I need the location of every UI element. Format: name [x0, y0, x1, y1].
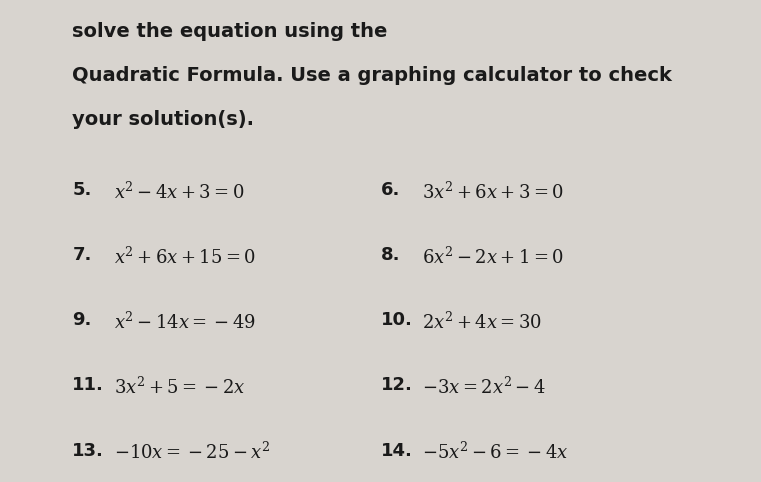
Text: $x^2-4x+3=0$: $x^2-4x+3=0$: [114, 181, 245, 202]
Text: 10.: 10.: [380, 311, 412, 329]
Text: $3x^2+6x+3=0$: $3x^2+6x+3=0$: [422, 181, 565, 202]
Text: $6x^2-2x+1=0$: $6x^2-2x+1=0$: [422, 246, 565, 268]
Text: 12.: 12.: [380, 376, 412, 394]
Text: $-10x=-25-x^2$: $-10x=-25-x^2$: [114, 442, 271, 463]
Text: 8.: 8.: [380, 246, 400, 264]
Text: $-3x=2x^2-4$: $-3x=2x^2-4$: [422, 376, 546, 398]
Text: 14.: 14.: [380, 442, 412, 459]
Text: Quadratic Formula. Use a graphing calculator to check: Quadratic Formula. Use a graphing calcul…: [72, 66, 672, 85]
Text: $x^2-14x=-49$: $x^2-14x=-49$: [114, 311, 256, 333]
Text: 13.: 13.: [72, 442, 104, 459]
Text: solve the equation using the: solve the equation using the: [72, 22, 387, 40]
Text: 6.: 6.: [380, 181, 400, 199]
Text: $-5x^2-6=-4x$: $-5x^2-6=-4x$: [422, 442, 569, 463]
Text: 5.: 5.: [72, 181, 91, 199]
Text: 7.: 7.: [72, 246, 91, 264]
Text: 9.: 9.: [72, 311, 91, 329]
Text: $2x^2+4x=30$: $2x^2+4x=30$: [422, 311, 543, 333]
Text: $3x^2+5=-2x$: $3x^2+5=-2x$: [114, 376, 246, 398]
Text: $x^2+6x+15=0$: $x^2+6x+15=0$: [114, 246, 256, 268]
Text: 11.: 11.: [72, 376, 104, 394]
Text: your solution(s).: your solution(s).: [72, 110, 254, 129]
